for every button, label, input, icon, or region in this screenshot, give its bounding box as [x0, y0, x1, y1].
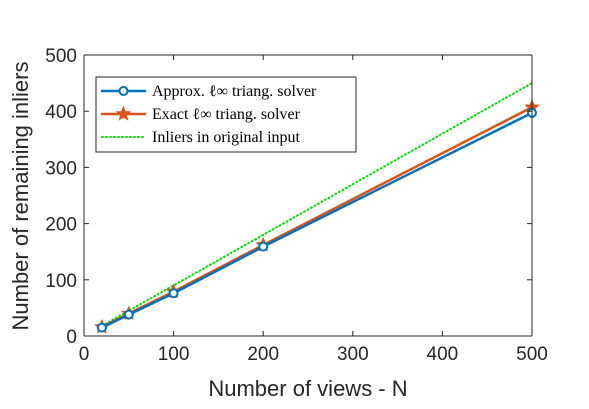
legend-label-1: Exact ℓ∞ triang. solver: [152, 106, 301, 123]
series-0-point-2: [168, 288, 179, 299]
x-tick-label: 200: [247, 344, 279, 365]
legend-marker-0: [118, 86, 129, 96]
legend-label-2: Inliers in original input: [152, 129, 301, 146]
series-line-2: [100, 82, 533, 327]
series-layer: [94, 82, 540, 334]
x-tick-label: 0: [79, 344, 90, 365]
y-tick-label: 300: [45, 158, 77, 179]
axes-layer: 0 100 200 300 400 500 0 100 200 300 400 500: [45, 46, 548, 365]
y-tick-label: 400: [45, 102, 77, 123]
x-tick-label: 300: [337, 344, 369, 365]
legend-marker-1: [115, 105, 132, 121]
y-tick-label: 500: [45, 46, 77, 67]
series-0-point-1: [123, 309, 134, 320]
legend-label-0: Approx. ℓ∞ triang. solver: [152, 83, 317, 100]
y-tick-label: 200: [45, 215, 77, 236]
x-tick-label: 500: [516, 344, 548, 365]
y-tick-label: 100: [45, 271, 77, 292]
legend: Approx. ℓ∞ triang. solver Exact ℓ∞ triang…: [95, 76, 357, 153]
y-axis-label: Number of remaining inliers: [8, 62, 33, 331]
x-tick-label: 100: [158, 344, 190, 365]
series-0-point-0: [96, 322, 107, 333]
x-axis-label: Number of views - N: [208, 376, 407, 401]
y-tick-label: 0: [66, 327, 77, 348]
series-0-point-3: [258, 241, 269, 252]
x-tick-label: 400: [427, 344, 459, 365]
